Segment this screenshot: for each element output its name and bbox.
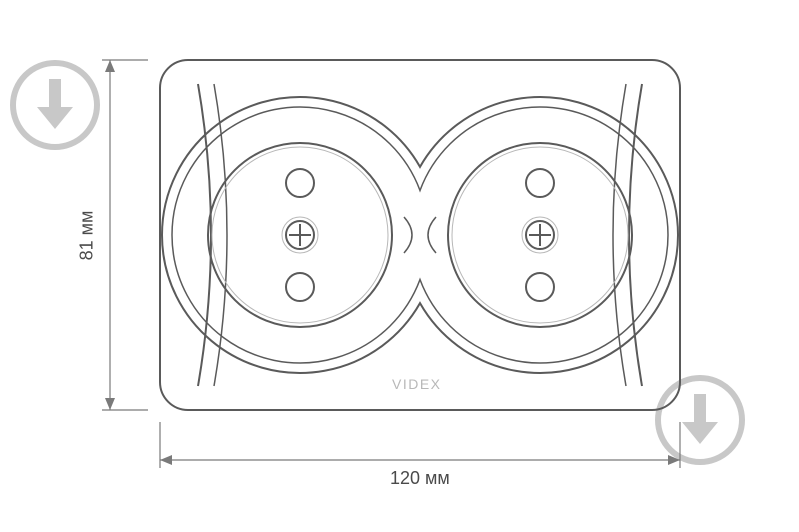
brand-logo: VIDEX (392, 376, 442, 392)
pin-hole-bottom (526, 273, 554, 301)
pin-hole-top (286, 169, 314, 197)
plate-bevel-left-inner (214, 84, 227, 386)
socket-right (448, 143, 632, 327)
plate-bevel-right-outer (629, 84, 642, 386)
figure8-waist-right (428, 217, 436, 253)
figure8-rim (162, 97, 678, 373)
diagram-svg (0, 0, 799, 532)
figure8-waist-left (404, 217, 412, 253)
plate-bevel-left-outer (198, 84, 211, 386)
dimension-lines (102, 60, 680, 468)
pin-hole-bottom (286, 273, 314, 301)
diagram-canvas: 120 мм 81 мм VIDEX (0, 0, 799, 532)
socket-left (208, 143, 392, 327)
pin-hole-top (526, 169, 554, 197)
watermark-icon (658, 378, 742, 462)
plate-bevel-right-inner (613, 84, 626, 386)
watermark-icon (13, 63, 97, 147)
width-dimension-label: 120 мм (390, 468, 450, 489)
height-dimension-label: 81 мм (76, 211, 97, 261)
